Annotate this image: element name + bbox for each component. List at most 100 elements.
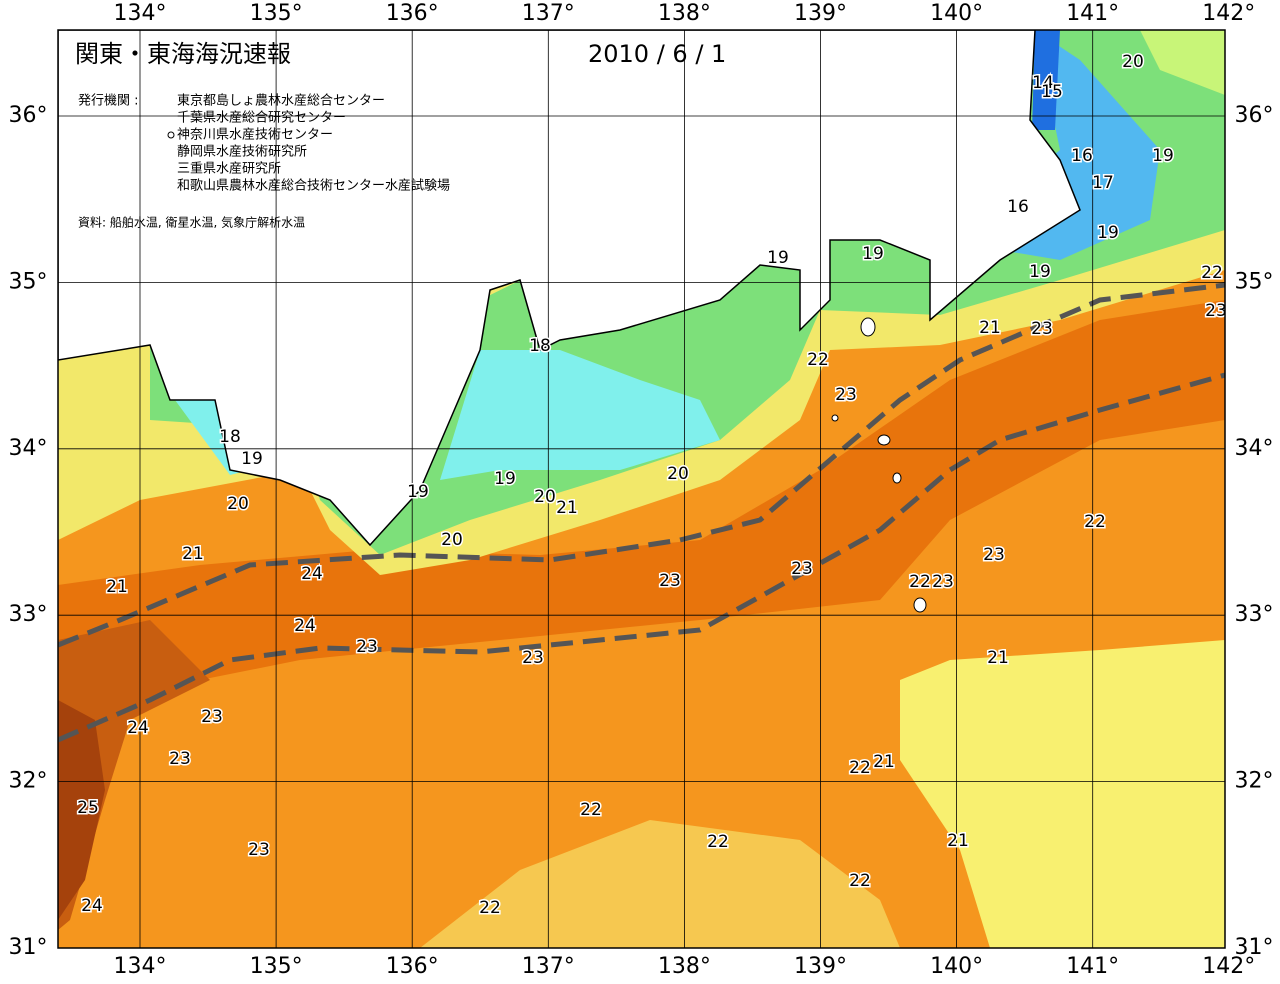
contour-label: 19 [1152,146,1174,166]
contour-label: 16 [1071,146,1093,166]
contour-label: 21 [556,498,578,518]
contour-label: 24 [301,564,323,584]
contour-label: 14 [1032,73,1054,93]
sea-lightgreen-ne [1140,30,1225,95]
contour-label: 24 [127,718,149,738]
lon-label-top: 134° [114,1,167,26]
contour-label: 18 [219,427,241,447]
map-frame [57,29,1226,949]
contour-label: 19 [407,482,429,502]
islands [831,317,927,613]
island [831,414,839,422]
lon-label-top: 137° [522,1,575,26]
sea-warm-band [58,300,1225,700]
issuer: 和歌山県農林水産総合技術センター水産試験場 [177,178,450,194]
lon-label-bottom: 138° [658,954,711,979]
issuer: 静岡県水産技術研究所 [177,144,307,160]
title: 関東・東海海況速報 [75,40,291,68]
island [860,317,876,337]
contour-label: 23 [169,749,191,769]
contour-label: 20 [441,530,463,550]
lon-label-bottom: 135° [250,954,303,979]
lat-label-right: 33° [1235,602,1274,627]
issuer: 千葉県水産総合研究センター [177,110,346,126]
contour-label: 21 [873,752,895,772]
contour-label: 22 [807,350,829,370]
contour-label: 23 [1205,301,1227,321]
sea-warmer [58,620,210,930]
contour-label: 23 [791,559,813,579]
contour-label: 23 [983,545,1005,565]
contour-label: 21 [947,831,969,851]
lon-label-bottom: 142° [1202,954,1255,979]
lat-label-right: 34° [1235,436,1274,461]
tick-labels: 134° 134° 135° 135° 136° 136° 137° 137° 138° 138°… [9,1,1274,979]
lat-label-left: 33° [9,602,48,627]
issuer-label: 発行機関 : [78,94,139,109]
contour-label: 23 [932,572,954,592]
source: 資料: 船舶水温, 衛星水温, 気象庁解析水温 [78,215,305,230]
contour-label: 23 [356,637,378,657]
sea-warmest [58,700,105,920]
contour-label: 19 [862,244,884,264]
contour-label: 20 [227,494,249,514]
contour-label: 22 [909,572,931,592]
lat-label-left: 35° [9,269,48,294]
issuer: 神奈川県水産技術センター [177,127,333,143]
island [913,597,927,613]
contour-label: 21 [987,648,1009,668]
contour-label: 22 [1201,263,1223,283]
lon-label-bottom: 139° [794,954,847,979]
contour-label: 23 [201,707,223,727]
contour-label: 23 [1031,319,1053,339]
contour-label: 19 [767,248,789,268]
lon-label-bottom: 140° [930,954,983,979]
contour-label: 21 [182,544,204,564]
issuer: 東京都島しょ農林水産総合センター [177,93,385,109]
contour-label: 22 [479,898,501,918]
contour-label: 23 [659,571,681,591]
land [58,30,1081,547]
lon-label-bottom: 141° [1066,954,1119,979]
contour-label: 21 [979,318,1001,338]
lon-label-bottom: 134° [114,954,167,979]
lon-label-bottom: 137° [522,954,575,979]
lon-label-top: 142° [1202,1,1255,26]
contour-label: 24 [294,616,316,636]
kuroshio-axis-north [58,282,1225,648]
contour-label: 19 [494,469,516,489]
contour-label: 22 [580,800,602,820]
graticule [58,30,1225,948]
lat-label-left: 31° [9,935,48,960]
contour-label: 22 [849,871,871,891]
sea-deep-blue [1032,30,1060,130]
contour-label: 22 [707,832,729,852]
contour-label: 20 [1122,52,1144,72]
lat-label-right: 36° [1235,103,1274,128]
contour-label: 23 [835,385,857,405]
island [892,472,902,484]
kuroshio-axis-south [58,372,1225,743]
marker-circle [167,131,175,139]
lat-label-left: 32° [9,769,48,794]
contour-label: 19 [241,449,263,469]
lon-label-top: 139° [794,1,847,26]
contour-label: 23 [248,840,270,860]
lon-label-top: 140° [930,1,983,26]
contour-label: 16 [1007,197,1029,217]
lat-label-left: 34° [9,436,48,461]
contour-label: 17 [1092,173,1114,193]
lon-label-top: 136° [386,1,439,26]
lon-label-top: 141° [1066,1,1119,26]
contour-label: 23 [522,648,544,668]
island [877,434,891,446]
sea-mild-s [420,820,900,948]
lon-label-top: 138° [658,1,711,26]
lon-label-top: 135° [250,1,303,26]
sea-cyan-bay [440,350,720,480]
contour-label: 19 [1029,262,1051,282]
contour-label: 18 [529,336,551,356]
lat-label-right: 35° [1235,269,1274,294]
sea-cool-se [900,640,1225,948]
